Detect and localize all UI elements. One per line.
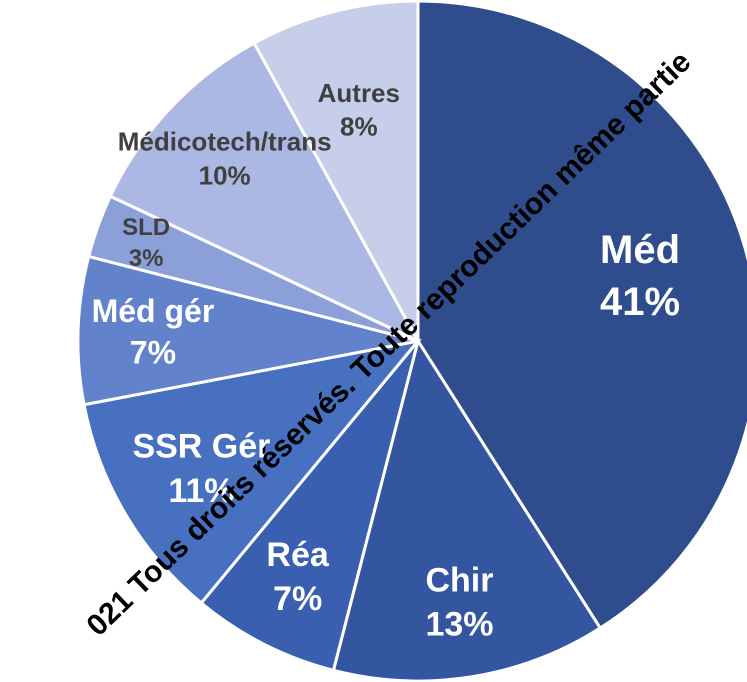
slice-value-label: 7% [273,580,322,618]
slice-name: Réa [266,536,329,574]
chart: Méd41%Chir13%Réa7%SSR Gér11%Méd gér7%SLD… [0,0,747,682]
slice-name: SLD [122,214,170,241]
slice-name: Méd gér [92,293,215,329]
slice-value-label: 8% [340,112,378,142]
slice-name: Chir [425,562,493,600]
slice-value-label: 41% [600,280,680,324]
slice-name: Autres [318,78,400,108]
slice-value-label: 3% [129,245,164,272]
slice-name: Médicotech/trans [118,127,332,157]
slice-value-label: 13% [425,606,493,644]
slice-value-label: 10% [199,161,251,191]
slice-name: Méd [600,228,680,272]
slice-value-label: 7% [130,335,176,371]
